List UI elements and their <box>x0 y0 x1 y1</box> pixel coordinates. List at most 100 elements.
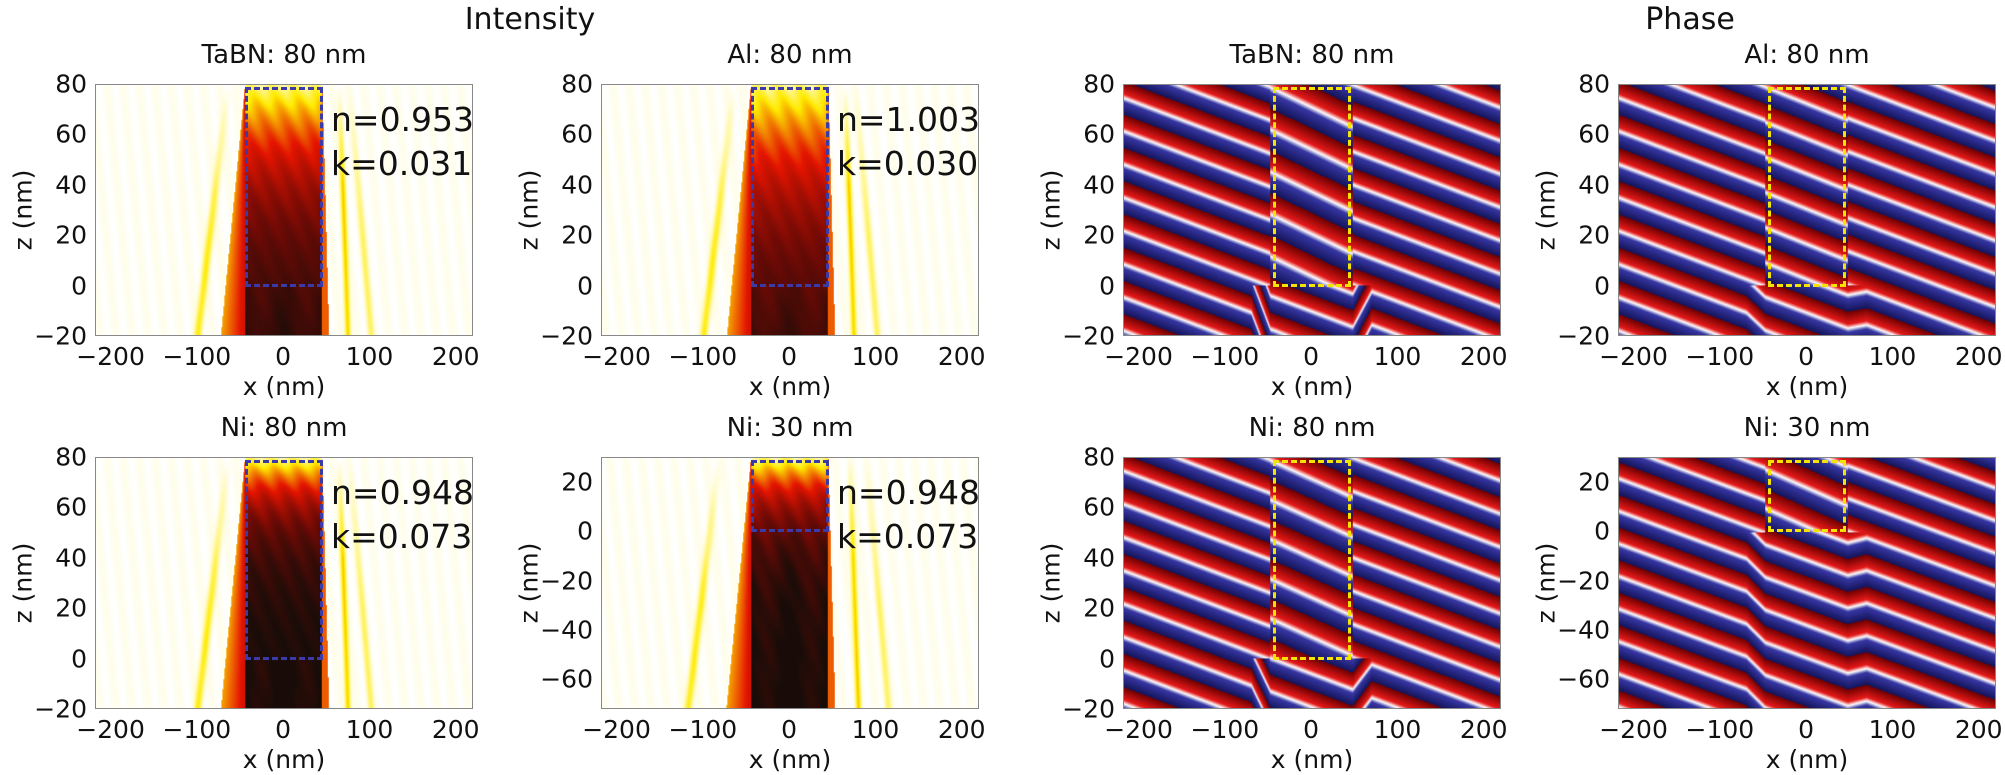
x-tick-label: 0 <box>275 715 292 744</box>
x-tick-label: 200 <box>431 715 480 744</box>
annotation-n: n=0.948 <box>837 473 981 512</box>
y-tick-label: −60 <box>540 664 593 694</box>
y-tick-label: −20 <box>1062 321 1115 351</box>
y-tick-label: 40 <box>1578 170 1610 200</box>
x-tick-label: −100 <box>162 342 232 371</box>
optical-constants: n=1.003 k=0.030 <box>837 98 980 186</box>
x-tick-label: 100 <box>345 715 394 744</box>
absorber-outline <box>245 460 323 660</box>
heatmap-canvas <box>96 458 472 708</box>
x-tick-label: 100 <box>1868 715 1917 744</box>
y-tick-label: 20 <box>1578 467 1610 497</box>
y-tick-label: 80 <box>55 442 87 472</box>
y-tick-label: −60 <box>1557 664 1610 694</box>
panel-title: Ni: 30 nm <box>726 413 854 443</box>
y-tick-label: 80 <box>1083 69 1115 99</box>
y-axis-label: z (nm) <box>514 542 544 624</box>
optical-constants: n=0.948 k=0.073 <box>837 471 980 559</box>
y-tick-label: 60 <box>1083 119 1115 149</box>
heatmap-plot <box>95 84 473 336</box>
heatmap-plot <box>1123 457 1501 709</box>
y-tick-label: −40 <box>540 615 593 645</box>
x-tick-label: −200 <box>76 715 145 744</box>
x-tick-label: 200 <box>937 715 986 744</box>
annotation-k: k=0.030 <box>837 144 979 183</box>
optical-constants: n=0.953 k=0.031 <box>331 98 474 186</box>
annotation-k: k=0.031 <box>331 144 473 183</box>
y-tick-label: 20 <box>55 220 87 250</box>
x-tick-label: 100 <box>1868 342 1917 371</box>
y-tick-label: 80 <box>561 69 593 99</box>
y-tick-label: −20 <box>34 694 87 724</box>
panel-title: Al: 80 nm <box>727 40 853 70</box>
panel-title: TaBN: 80 nm <box>1229 40 1395 70</box>
y-tick-label: 20 <box>55 593 87 623</box>
y-tick-label: −20 <box>1557 321 1610 351</box>
y-tick-label: 60 <box>561 119 593 149</box>
x-axis-label: x (nm) <box>1270 745 1354 774</box>
x-tick-label: 0 <box>1303 342 1320 371</box>
absorber-outline <box>751 87 829 287</box>
y-axis-label: z (nm) <box>1531 542 1561 624</box>
heatmap-canvas <box>1124 85 1500 335</box>
x-tick-label: 200 <box>1459 342 1508 371</box>
x-tick-label: 0 <box>781 715 798 744</box>
x-tick-label: 0 <box>275 342 292 371</box>
x-tick-label: −100 <box>1685 715 1755 744</box>
y-tick-label: −20 <box>1557 566 1610 596</box>
heatmap-plot <box>601 457 979 709</box>
optical-constants: n=0.948 k=0.073 <box>331 471 474 559</box>
x-tick-label: 100 <box>345 342 394 371</box>
absorber-outline <box>1273 87 1351 287</box>
y-tick-label: 60 <box>1083 492 1115 522</box>
heatmap-canvas <box>1124 458 1500 708</box>
y-tick-label: 60 <box>55 492 87 522</box>
x-tick-label: −100 <box>1190 715 1260 744</box>
y-tick-label: 80 <box>1083 442 1115 472</box>
x-tick-label: 200 <box>1954 715 2003 744</box>
x-tick-label: −200 <box>1104 715 1173 744</box>
x-tick-label: −200 <box>582 342 651 371</box>
y-axis-label: z (nm) <box>8 169 38 251</box>
x-tick-label: −200 <box>582 715 651 744</box>
x-tick-label: 200 <box>431 342 480 371</box>
x-tick-label: 100 <box>1373 715 1422 744</box>
y-tick-label: 0 <box>1594 271 1610 301</box>
x-tick-label: 200 <box>1954 342 2003 371</box>
heatmap-canvas <box>1619 458 1995 708</box>
x-axis-label: x (nm) <box>1765 372 1849 401</box>
x-tick-label: −100 <box>162 715 232 744</box>
y-tick-label: 60 <box>55 119 87 149</box>
annotation-k: k=0.073 <box>331 517 473 556</box>
x-axis-label: x (nm) <box>242 372 326 401</box>
x-tick-label: 0 <box>781 342 798 371</box>
y-tick-label: 0 <box>71 644 87 674</box>
y-tick-label: 0 <box>71 271 87 301</box>
x-tick-label: 100 <box>1373 342 1422 371</box>
y-tick-label: −20 <box>1062 694 1115 724</box>
absorber-outline <box>1768 460 1846 533</box>
y-tick-label: 20 <box>1083 593 1115 623</box>
x-tick-label: −100 <box>668 342 738 371</box>
x-tick-label: 0 <box>1798 715 1815 744</box>
heatmap-plot <box>1618 457 1996 709</box>
heatmap-canvas <box>602 85 978 335</box>
heatmap-plot <box>1123 84 1501 336</box>
x-tick-label: 200 <box>937 342 986 371</box>
heatmap-plot <box>1618 84 1996 336</box>
x-tick-label: −100 <box>668 715 738 744</box>
heatmap-plot <box>601 84 979 336</box>
absorber-outline <box>751 460 829 533</box>
heatmap-canvas <box>1619 85 1995 335</box>
phase-header: Phase <box>1645 2 1735 37</box>
y-tick-label: 20 <box>561 220 593 250</box>
heatmap-plot <box>95 457 473 709</box>
absorber-outline <box>1273 460 1351 660</box>
y-tick-label: 20 <box>561 467 593 497</box>
y-tick-label: 40 <box>561 170 593 200</box>
y-tick-label: 40 <box>1083 543 1115 573</box>
intensity-header: Intensity <box>464 2 596 37</box>
annotation-n: n=1.003 <box>837 100 981 139</box>
y-tick-label: 0 <box>577 516 593 546</box>
x-tick-label: −100 <box>1190 342 1260 371</box>
